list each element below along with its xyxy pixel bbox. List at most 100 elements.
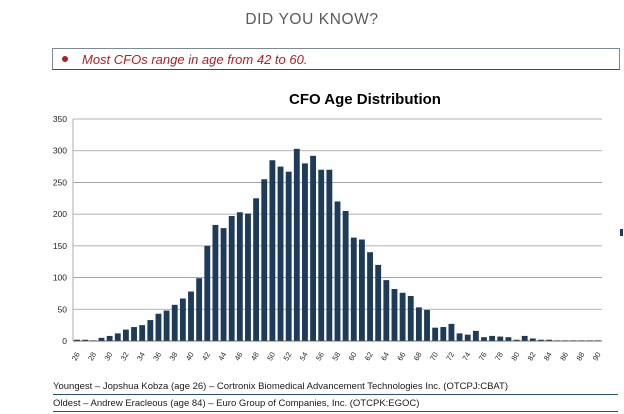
bar [415,307,422,341]
bar [367,252,373,341]
bar [538,339,544,341]
bar [236,212,243,341]
x-tick-label: 76 [477,351,489,363]
bar [212,224,219,341]
bar [261,179,268,341]
page-title: DID YOU KNOW? [245,11,379,28]
bar [131,327,137,341]
bar [147,320,154,341]
x-tick-label: 66 [395,351,407,363]
bar [407,295,414,341]
bar [399,292,406,341]
y-tick-label: 250 [53,177,67,187]
bar [432,327,439,341]
bar [293,148,300,341]
bar [489,335,496,341]
y-axis: 0 50 100 150 200 250 300 350 [53,114,74,346]
x-tick-label: 50 [265,351,277,363]
bar [521,335,528,341]
bar [277,166,284,341]
x-tick-label: 60 [347,351,359,363]
bar [228,216,235,341]
bar [383,280,390,341]
x-tick-label: 88 [574,351,586,363]
bar [448,323,455,341]
bar [391,288,398,341]
x-axis: 26 28 30 32 34 36 38 40 42 44 46 48 50 52 54 56 58 60 62 64… [70,340,603,363]
x-tick-label: 86 [558,351,570,363]
x-tick-label: 26 [70,351,82,363]
bar [529,338,536,341]
x-tick-label: 84 [542,351,554,363]
x-tick-label: 68 [412,351,424,363]
bar [342,210,349,341]
bar [358,239,365,341]
bar [505,337,512,341]
x-tick-label: 90 [591,351,603,363]
bar [546,339,553,341]
x-tick-label: 28 [86,351,98,363]
bar [326,169,333,341]
x-tick-label: 52 [281,351,293,363]
bar [204,245,211,341]
bar [122,329,129,341]
bar [481,337,487,341]
bar [440,327,447,341]
youngest-note: Youngest – Jopshua Kobza (age 26) – Cort… [53,381,509,392]
chart-title: CFO Age Distribution [289,91,441,108]
x-tick-label: 56 [314,351,326,363]
bar [350,237,357,341]
bar [497,336,504,341]
x-tick-label: 80 [509,351,521,363]
bar [375,264,382,341]
bar [82,339,89,341]
bar [253,198,260,341]
age-distribution-chart: CFO Age Distribution 0 50 100 150 200 250 300 3… [53,91,603,363]
x-tick-label: 44 [216,351,228,363]
x-tick-label: 48 [249,351,261,363]
x-tick-label: 40 [184,351,196,363]
bar [171,304,178,341]
bar [196,278,203,341]
x-tick-label: 46 [233,351,245,363]
bar [334,201,341,341]
bar [163,310,170,341]
y-tick-label: 350 [53,114,67,124]
x-tick-label: 70 [428,351,440,363]
bullet-icon [62,56,68,62]
bar [464,334,471,341]
x-tick-label: 82 [526,351,538,363]
bar [424,309,430,341]
bar [472,330,479,341]
x-tick-label: 58 [330,351,342,363]
x-tick-label: 32 [119,351,131,363]
divider [53,394,618,395]
bar [106,335,113,341]
bar [245,213,251,341]
slide-marker [620,229,623,236]
x-tick-label: 62 [363,351,375,363]
x-tick-label: 36 [151,351,163,363]
bar [456,333,463,341]
y-tick-label: 150 [53,241,67,251]
bar-series [74,148,601,341]
y-tick-label: 100 [53,273,67,283]
x-tick-label: 38 [167,351,179,363]
divider [53,411,618,412]
bar [188,291,194,341]
x-tick-label: 54 [298,351,310,363]
y-tick-label: 300 [53,146,67,156]
x-tick-label: 78 [493,351,505,363]
y-tick-label: 200 [53,209,67,219]
y-tick-label: 50 [58,304,68,314]
bar [302,163,308,341]
bar [139,325,146,341]
bar [513,339,520,341]
x-tick-label: 72 [444,351,456,363]
callout-text: Most CFOs range in age from 42 to 60. [82,51,308,67]
x-tick-label: 64 [379,351,391,363]
bar [155,313,162,341]
x-tick-label: 42 [200,351,212,363]
bar [98,337,105,341]
y-tick-label: 0 [62,336,67,346]
